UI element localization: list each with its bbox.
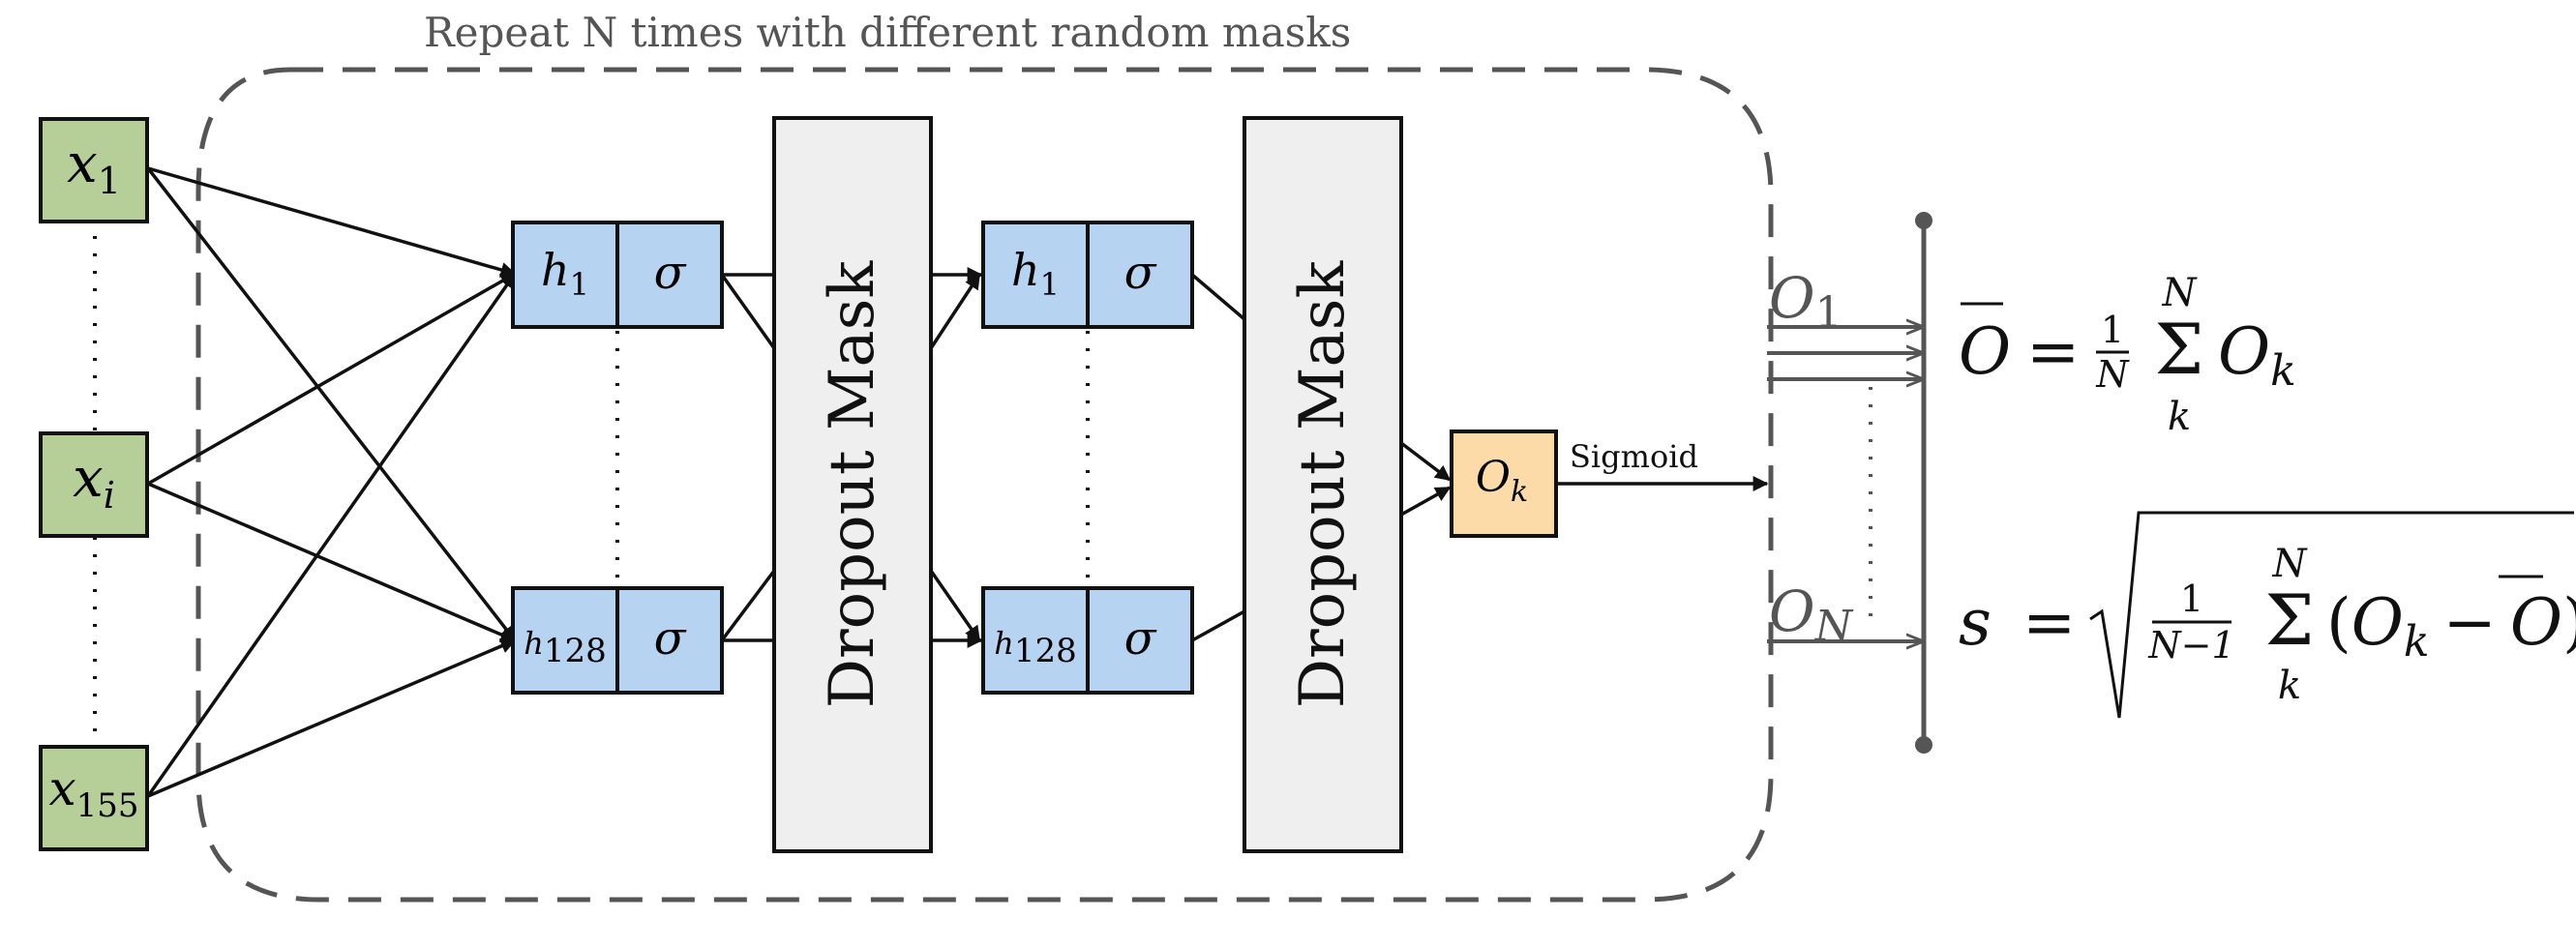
hidden1-to-dropout-edges bbox=[720, 273, 776, 642]
mean-formula: O = 1 N N Σ k Ok bbox=[1959, 271, 2296, 439]
svg-text:Ok: Ok bbox=[1476, 453, 1528, 509]
svg-text:(Ok−O): (Ok−O) bbox=[2326, 585, 2576, 667]
std-formula: s = 1 N−1 N Σ k (Ok−O) bbox=[1959, 511, 2576, 719]
svg-text:Σ: Σ bbox=[2265, 579, 2315, 661]
svg-text:Ok: Ok bbox=[2218, 314, 2296, 396]
svg-text:Σ: Σ bbox=[2155, 309, 2204, 390]
dropout-mask-1: Dropout Mask bbox=[772, 116, 933, 853]
svg-text:Dropout Mask: Dropout Mask bbox=[1287, 260, 1359, 709]
hidden2-node-h128: h128 σ bbox=[981, 586, 1194, 695]
svg-text:xi: xi bbox=[73, 447, 115, 517]
svg-text:σ: σ bbox=[1124, 611, 1157, 666]
aggregation-bar-bottom-dot bbox=[1915, 736, 1932, 754]
dropout-to-output-edges bbox=[1399, 441, 1452, 517]
svg-text:N: N bbox=[2272, 542, 2309, 586]
sqrt-sign bbox=[2089, 511, 2574, 719]
svg-text:=: = bbox=[2026, 314, 2080, 389]
svg-text:k: k bbox=[2278, 664, 2301, 708]
dropout-to-hidden2-edges bbox=[929, 267, 983, 648]
repeat-region-title: Repeat N times with different random mas… bbox=[424, 9, 1351, 56]
dropout-mask-2: Dropout Mask bbox=[1243, 116, 1403, 853]
svg-text:1: 1 bbox=[2180, 578, 2203, 620]
svg-text:Dropout Mask: Dropout Mask bbox=[817, 260, 888, 709]
svg-text:1: 1 bbox=[2101, 309, 2124, 351]
hidden1-node-h128: h128 σ bbox=[511, 586, 724, 695]
svg-text:N: N bbox=[2162, 271, 2199, 315]
svg-text:x155: x155 bbox=[48, 760, 138, 825]
run-output-last-label: ON bbox=[1769, 578, 1854, 651]
svg-text:h128: h128 bbox=[524, 625, 607, 670]
svg-text:σ: σ bbox=[1124, 246, 1157, 300]
input-node-xi: xi bbox=[39, 431, 149, 538]
svg-text:s: s bbox=[1959, 585, 1992, 660]
sigmoid-label: Sigmoid bbox=[1570, 438, 1698, 475]
svg-text:N−1: N−1 bbox=[2147, 624, 2234, 667]
svg-text:h128: h128 bbox=[994, 625, 1077, 670]
run-output-first-label: O1 bbox=[1769, 265, 1842, 338]
hidden2-to-dropout-edges bbox=[1190, 273, 1246, 642]
svg-text:N: N bbox=[2095, 353, 2130, 396]
input-to-hidden-edges bbox=[146, 166, 517, 798]
aggregation-bar-top-dot bbox=[1915, 212, 1932, 229]
svg-text:h1: h1 bbox=[1011, 244, 1060, 303]
run-output-arrows bbox=[1767, 327, 1922, 641]
input-node-x155: x155 bbox=[39, 745, 149, 851]
input-node-x1: x1 bbox=[39, 117, 149, 223]
output-node: Ok bbox=[1450, 430, 1558, 538]
svg-text:=: = bbox=[2022, 585, 2076, 660]
svg-text:σ: σ bbox=[654, 611, 687, 666]
hidden2-node-h1: h1 σ bbox=[981, 221, 1194, 329]
svg-text:O: O bbox=[1959, 314, 2011, 389]
repeat-region-border bbox=[195, 67, 1774, 903]
svg-text:σ: σ bbox=[654, 246, 687, 300]
svg-text:x1: x1 bbox=[67, 133, 121, 202]
svg-text:h1: h1 bbox=[541, 244, 589, 303]
hidden1-node-h1: h1 σ bbox=[511, 221, 724, 329]
svg-text:k: k bbox=[2168, 395, 2191, 439]
